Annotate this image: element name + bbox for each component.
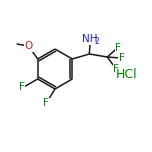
Text: O: O: [25, 41, 33, 51]
Text: HCl: HCl: [116, 67, 138, 81]
Text: F: F: [115, 43, 121, 53]
Text: NH: NH: [82, 34, 97, 44]
Text: F: F: [119, 53, 125, 63]
Text: F: F: [113, 64, 119, 74]
Text: F: F: [43, 98, 49, 109]
Text: F: F: [19, 83, 25, 93]
Text: 2: 2: [94, 36, 99, 45]
